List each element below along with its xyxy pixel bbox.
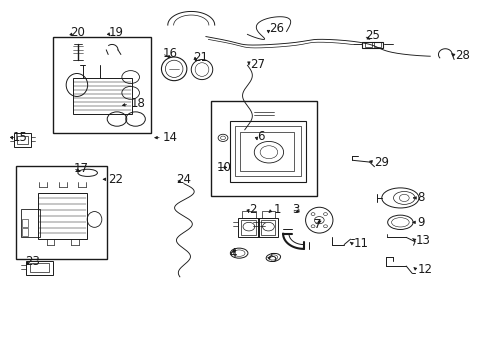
Text: 26: 26 xyxy=(270,22,284,35)
Text: 22: 22 xyxy=(108,173,123,186)
Text: 19: 19 xyxy=(108,26,123,39)
Bar xyxy=(53,37,151,134)
Text: 29: 29 xyxy=(374,156,390,168)
Bar xyxy=(362,41,383,48)
Bar xyxy=(374,42,381,47)
Bar xyxy=(22,228,28,235)
Bar xyxy=(240,132,294,171)
Text: 21: 21 xyxy=(193,51,208,64)
Bar xyxy=(73,78,132,114)
Text: 20: 20 xyxy=(70,26,85,39)
Text: 13: 13 xyxy=(416,234,431,247)
Bar xyxy=(235,126,301,176)
Text: 12: 12 xyxy=(417,263,433,276)
Text: 4: 4 xyxy=(229,247,237,260)
Text: 9: 9 xyxy=(417,216,425,229)
Text: 17: 17 xyxy=(74,162,89,175)
Bar xyxy=(38,193,87,239)
Bar xyxy=(14,133,31,147)
Text: 5: 5 xyxy=(270,252,277,265)
Text: 16: 16 xyxy=(163,47,178,60)
Bar xyxy=(30,263,49,272)
Text: 3: 3 xyxy=(293,203,300,216)
Bar xyxy=(261,220,275,234)
Text: 6: 6 xyxy=(257,130,265,143)
Text: 25: 25 xyxy=(365,29,380,42)
Text: 23: 23 xyxy=(25,255,40,268)
Bar xyxy=(22,220,28,226)
Bar xyxy=(241,220,256,234)
Bar xyxy=(16,166,107,259)
Text: 1: 1 xyxy=(273,203,281,216)
Bar xyxy=(365,42,372,47)
Text: 8: 8 xyxy=(417,192,425,204)
Text: 24: 24 xyxy=(176,173,192,186)
Text: 10: 10 xyxy=(217,161,232,174)
Bar xyxy=(26,261,53,275)
Bar xyxy=(242,211,256,218)
Text: 18: 18 xyxy=(130,98,145,111)
Text: 28: 28 xyxy=(455,49,470,62)
Text: 7: 7 xyxy=(315,218,322,231)
Bar xyxy=(17,135,28,144)
Bar xyxy=(230,121,306,182)
Bar xyxy=(238,218,259,237)
Bar xyxy=(21,209,40,237)
Bar xyxy=(262,211,275,218)
Text: 14: 14 xyxy=(163,131,178,144)
Bar xyxy=(258,218,278,237)
Bar xyxy=(211,101,318,196)
Text: 11: 11 xyxy=(353,237,368,250)
Text: 15: 15 xyxy=(13,131,28,144)
Text: 2: 2 xyxy=(249,203,256,216)
Text: 27: 27 xyxy=(250,58,265,71)
